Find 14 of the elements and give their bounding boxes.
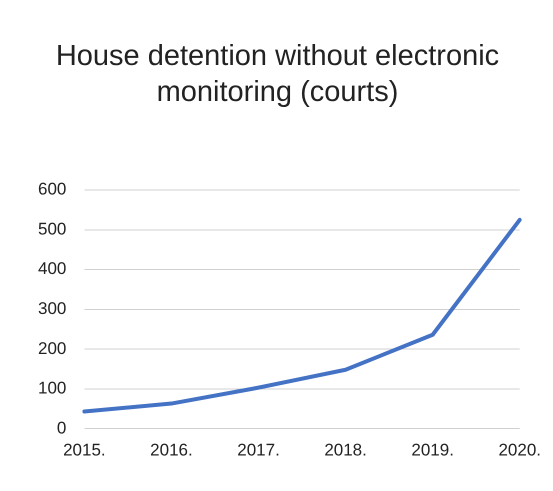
- x-tick-label: 2016.: [150, 440, 193, 460]
- y-tick-label: 500: [38, 219, 66, 238]
- y-tick-label: 200: [38, 338, 66, 358]
- chart-title: House detention without electronic monitoring (courts): [54, 39, 500, 110]
- x-tick-label: 2020.: [498, 440, 542, 460]
- x-tick-label: 2015.: [63, 440, 106, 460]
- y-tick-label: 0: [56, 418, 66, 438]
- y-tick-label: 600: [38, 180, 66, 199]
- y-tick-label: 400: [38, 259, 66, 278]
- x-tick-label: 2017.: [237, 440, 280, 460]
- x-tick-label: 2018.: [324, 440, 367, 460]
- x-tick-label: 2019.: [411, 440, 454, 460]
- y-tick-label: 300: [38, 298, 66, 318]
- y-tick-label: 100: [38, 378, 66, 398]
